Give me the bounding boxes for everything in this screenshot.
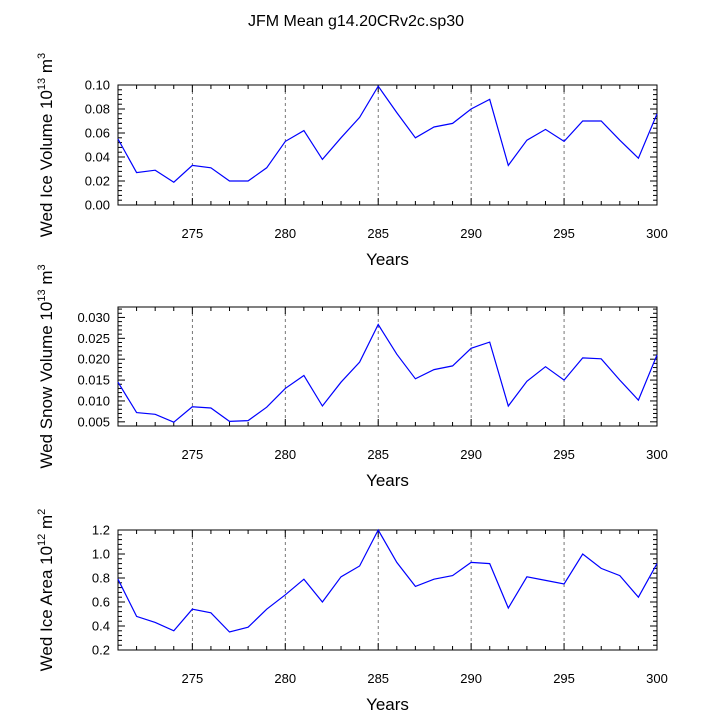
y-tick-label: 0.025 (77, 331, 110, 346)
y-axis-title-text: m (37, 515, 56, 534)
series-line (117, 85, 658, 183)
x-tick-label: 295 (553, 226, 575, 241)
x-tick-label: 285 (367, 447, 389, 462)
x-tick-label: 290 (460, 671, 482, 686)
x-tick-label: 295 (553, 671, 575, 686)
x-tick-label: 280 (274, 671, 296, 686)
y-tick-label: 1.2 (92, 523, 110, 538)
y-axis-title-text: Wed Ice Area 10 (37, 546, 56, 671)
y-tick-label: 0.2 (92, 643, 110, 658)
x-tick-label: 275 (181, 671, 203, 686)
y-axis-title-superscript: 13 (36, 78, 48, 90)
x-tick-label: 300 (646, 447, 668, 462)
panel-1: 275 280 285 290 295 300 0.00 0.02 0.04 0.06 0.08 0.… (36, 53, 668, 269)
x-tick-label: 290 (460, 447, 482, 462)
x-tick-label: 300 (646, 671, 668, 686)
x-tick-label: 275 (181, 226, 203, 241)
y-axis-title-text: m (37, 271, 56, 290)
y-axis-title-superscript: 12 (36, 534, 48, 546)
series-line (117, 323, 658, 423)
x-tick-label: 290 (460, 226, 482, 241)
y-tick-label: 0.6 (92, 595, 110, 610)
panel-2: 275 280 285 290 295 300 0.005 0.010 0.015 0.020 0.… (36, 264, 668, 490)
chart-title: JFM Mean g14.20CRv2c.sp30 (248, 13, 464, 30)
y-axis-title-superscript: 2 (36, 509, 48, 515)
y-axis-title-text: m (37, 59, 56, 78)
y-axis-title: Wed Ice Volume 1013 m3 (36, 53, 56, 237)
y-tick-label: 0.010 (77, 393, 110, 408)
x-tick-label: 285 (367, 671, 389, 686)
x-axis-title: Years (366, 471, 409, 490)
y-tick-label: 0.06 (85, 126, 110, 141)
y-axis-title: Wed Snow Volume 1013 m3 (36, 264, 56, 468)
x-tick-label: 295 (553, 447, 575, 462)
y-axis-title: Wed Ice Area 1012 m2 (36, 509, 56, 672)
y-tick-label: 0.020 (77, 352, 110, 367)
x-axis-title: Years (366, 250, 409, 269)
y-tick-label: 0.00 (85, 198, 110, 213)
series-line (117, 528, 658, 633)
plot-frame (117, 529, 658, 651)
x-tick-label: 280 (274, 447, 296, 462)
y-tick-label: 0.030 (77, 310, 110, 325)
plot-frame (117, 306, 658, 427)
y-axis-title-superscript: 13 (36, 289, 48, 301)
y-tick-label: 0.08 (85, 102, 110, 117)
x-tick-label: 280 (274, 226, 296, 241)
y-axis-title-text: Wed Ice Volume 10 (37, 90, 56, 237)
x-tick-label: 285 (367, 226, 389, 241)
panel-3: 275 280 285 290 295 300 0.2 0.4 0.6 0.8 1.0 1.2 Year… (36, 509, 668, 710)
y-axis-title-superscript: 3 (36, 264, 48, 270)
y-axis-title-text: Wed Snow Volume 10 (37, 302, 56, 469)
y-tick-label: 0.10 (85, 78, 110, 93)
y-tick-label: 0.8 (92, 571, 110, 586)
y-axis-title-superscript: 3 (36, 53, 48, 59)
x-tick-label: 300 (646, 226, 668, 241)
y-tick-label: 0.04 (85, 150, 110, 165)
y-tick-label: 0.02 (85, 174, 110, 189)
y-tick-label: 1.0 (92, 547, 110, 562)
plot-frame (117, 84, 658, 206)
x-tick-label: 275 (181, 447, 203, 462)
y-tick-label: 0.005 (77, 414, 110, 429)
y-tick-label: 0.015 (77, 373, 110, 388)
y-tick-label: 0.4 (92, 619, 110, 634)
x-axis-title: Years (366, 695, 409, 710)
